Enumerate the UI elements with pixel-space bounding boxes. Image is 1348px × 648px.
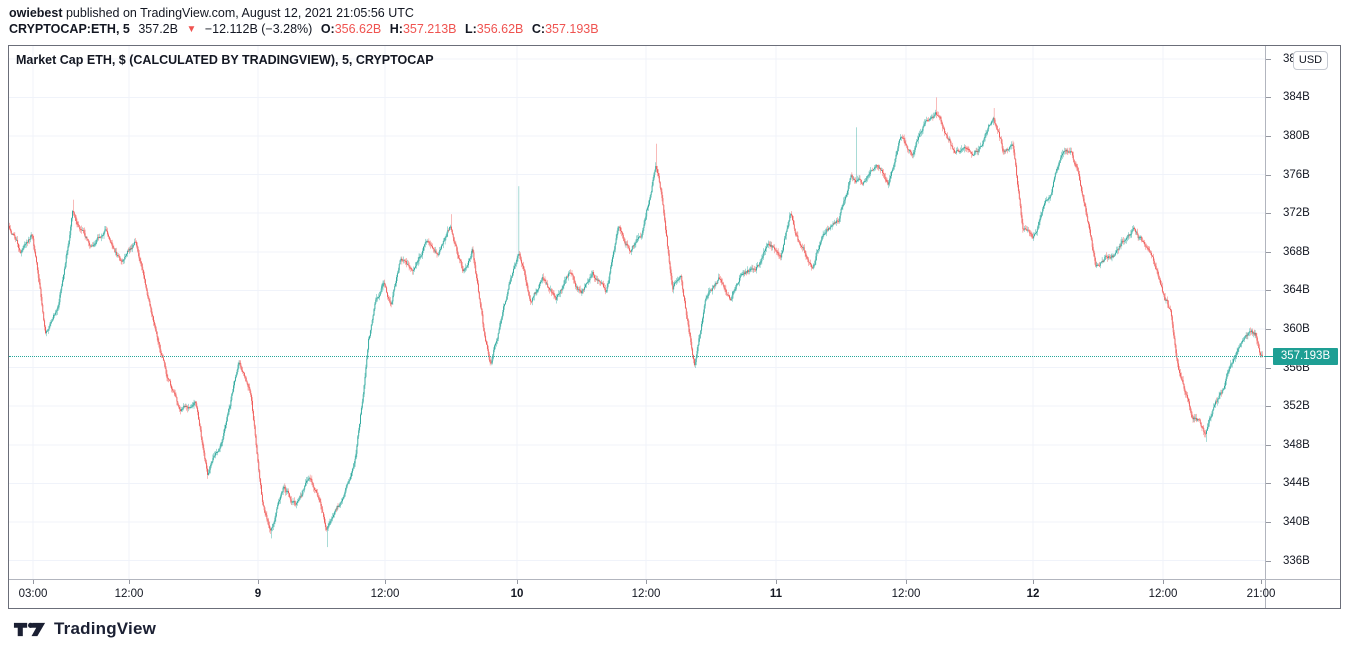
price-tick-label: 364B — [1283, 284, 1310, 297]
last-price: 357.2B — [138, 22, 178, 36]
high-value: 357.213B — [402, 22, 457, 36]
time-tick-mark — [906, 580, 907, 584]
close-value: 357.193B — [545, 22, 599, 36]
time-tick-mark — [129, 580, 130, 584]
time-tick-label: 12:00 — [1148, 588, 1178, 600]
time-tick-mark — [776, 580, 777, 584]
price-tick-label: 352B — [1283, 400, 1310, 413]
price-tick-label: 372B — [1283, 207, 1310, 220]
price-tick-mark — [1266, 329, 1271, 330]
time-tick-label: 21:00 — [1246, 588, 1276, 600]
time-tick-label: 9 — [254, 588, 262, 600]
time-tick-label: 12 — [1026, 588, 1040, 600]
price-tick-mark — [1266, 59, 1271, 60]
price-tick-label: 384B — [1283, 91, 1310, 104]
price-tick-label: 368B — [1283, 245, 1310, 258]
time-tick-label: 12:00 — [631, 588, 661, 600]
price-tick-mark — [1266, 213, 1271, 214]
tradingview-logo-text: TradingView — [54, 619, 157, 638]
byline-text: published on TradingView.com, August 12,… — [62, 6, 414, 20]
time-tick-label: 11 — [769, 588, 783, 600]
price-tick-mark — [1266, 445, 1271, 446]
price-tick-mark — [1266, 406, 1271, 407]
price-tick-mark — [1266, 290, 1271, 291]
down-triangle-icon: ▼ — [186, 24, 197, 35]
time-tick-label: 12:00 — [370, 588, 400, 600]
open-label: O: — [320, 22, 335, 36]
low-label: L: — [464, 22, 477, 36]
price-badge-tick — [1265, 356, 1273, 357]
chart-plot-area[interactable]: Market Cap ETH, $ (CALCULATED BY TRADING… — [9, 46, 1265, 579]
tradingview-logo[interactable]: TradingView — [13, 619, 156, 639]
last-price-badge: 357.193B — [1273, 348, 1338, 365]
candlestick-canvas[interactable] — [9, 46, 1265, 579]
price-axis-separator — [1265, 46, 1266, 608]
low-value: 356.62B — [476, 22, 524, 36]
time-tick-mark — [258, 580, 259, 584]
price-tick-label: 340B — [1283, 516, 1310, 528]
time-tick-mark — [1033, 580, 1034, 584]
open-value: 356.62B — [334, 22, 382, 36]
symbol-status-row: CRYPTOCAP:ETH, 5 357.2B ▼ −12.112B (−3.2… — [9, 21, 599, 38]
chart-legend-title[interactable]: Market Cap ETH, $ (CALCULATED BY TRADING… — [16, 53, 434, 67]
author-username[interactable]: owiebest — [9, 6, 63, 20]
price-tick-label: 376B — [1283, 168, 1310, 181]
last-price-dotted-line — [9, 356, 1265, 357]
price-tick-mark — [1266, 561, 1271, 562]
time-tick-label: 12:00 — [114, 588, 144, 600]
price-tick-mark — [1266, 97, 1271, 98]
price-tick-mark — [1266, 368, 1271, 369]
published-byline: owiebest published on TradingView.com, A… — [9, 5, 414, 21]
price-tick-mark — [1266, 483, 1271, 484]
price-tick-mark — [1266, 522, 1271, 523]
price-tick-label: 348B — [1283, 438, 1310, 451]
price-tick-label: 336B — [1283, 554, 1310, 567]
time-axis-separator — [9, 579, 1340, 580]
time-axis[interactable]: 03:00 12:00 9 12:00 10 12:00 11 12:00 12 12:00 21:… — [9, 580, 1340, 608]
price-tick-label: 380B — [1283, 130, 1310, 142]
tradingview-logo-icon — [13, 622, 46, 636]
price-tick-label: 360B — [1283, 323, 1310, 335]
time-tick-mark — [385, 580, 386, 584]
time-tick-mark — [1261, 580, 1262, 584]
price-tick-mark — [1266, 175, 1271, 176]
chart-frame: Market Cap ETH, $ (CALCULATED BY TRADING… — [8, 45, 1341, 609]
time-tick-mark — [517, 580, 518, 584]
close-label: C: — [531, 22, 546, 36]
time-tick-mark — [1163, 580, 1164, 584]
time-tick-label: 10 — [510, 588, 524, 600]
time-tick-mark — [33, 580, 34, 584]
high-label: H: — [389, 22, 403, 36]
price-tick-label: 344B — [1283, 477, 1310, 490]
price-tick-mark — [1266, 252, 1271, 253]
time-tick-label: 03:00 — [18, 588, 48, 600]
symbol-interval: CRYPTOCAP:ETH, 5 — [9, 22, 130, 36]
change-value: −12.112B (−3.28%) — [204, 22, 313, 36]
time-tick-label: 12:00 — [891, 588, 921, 600]
price-axis[interactable]: 388B384B380B376B372B368B364B360B356B352B… — [1266, 46, 1340, 579]
currency-toggle-button[interactable]: USD — [1293, 51, 1328, 70]
price-tick-mark — [1266, 136, 1271, 137]
time-tick-mark — [646, 580, 647, 584]
